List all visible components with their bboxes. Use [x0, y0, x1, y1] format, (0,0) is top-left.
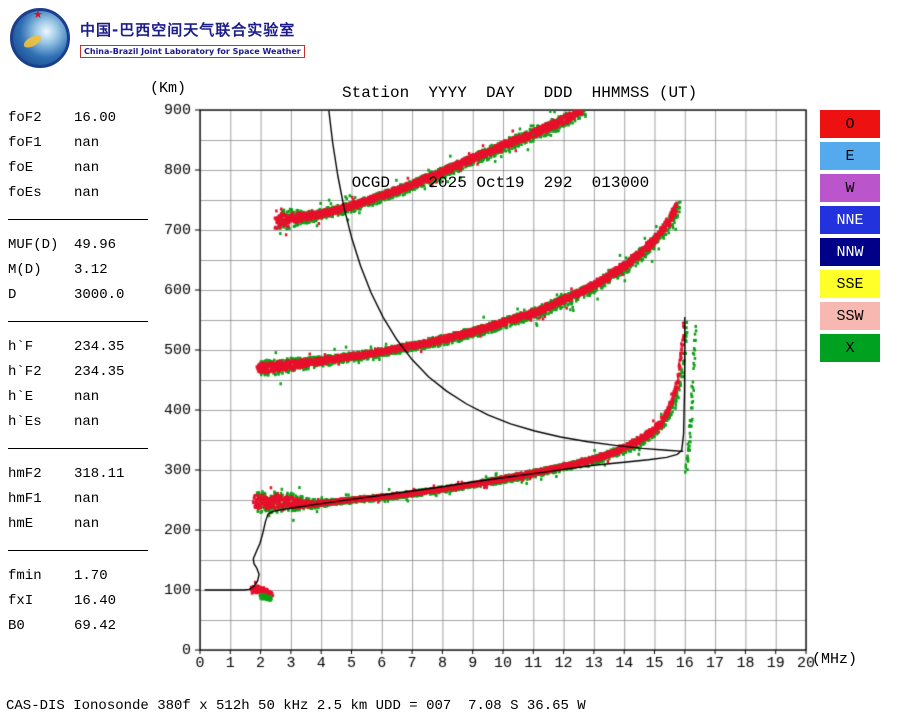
param-value: nan	[74, 135, 100, 151]
star-icon: ★	[33, 8, 43, 21]
lab-logo-icon: ★	[10, 8, 70, 68]
param-row-MUFD: MUF(D) 49.96	[8, 233, 158, 258]
param-label: foF2	[8, 110, 42, 126]
param-label: h`E	[8, 389, 34, 405]
station-header: Station YYYY DAY DDD HHMMSS (UT) OCGD 20…	[342, 18, 697, 258]
param-row-fxI: fxI 16.40	[8, 589, 158, 614]
legend-item-o: O	[820, 110, 880, 138]
lab-title-english: China-Brazil Joint Laboratory for Space …	[80, 44, 305, 58]
legend-item-sse: SSE	[820, 270, 880, 298]
param-label: hmF2	[8, 466, 42, 482]
param-value: nan	[74, 491, 100, 507]
param-label: h`F	[8, 339, 34, 355]
param-label: B0	[8, 618, 25, 634]
param-label: D	[8, 287, 17, 303]
legend-item-ssw: SSW	[820, 302, 880, 330]
param-label: hmE	[8, 516, 34, 532]
x-axis-unit-label: (MHz)	[812, 651, 858, 668]
legend-item-x: X	[820, 334, 880, 362]
param-row-foE: foE nan	[8, 156, 158, 181]
param-row-hF: h`F 234.35	[8, 335, 158, 360]
param-label: foE	[8, 160, 34, 176]
param-value: 318.11	[74, 466, 125, 482]
parameters-panel: foF2 16.00 foF1 nan foE nan foEs nan MUF(D) 49.96…	[8, 106, 158, 639]
parameter-group-divider	[8, 550, 148, 551]
lab-logo: ★ 中国-巴西空间天气联合实验室 China-Brazil Joint Labo…	[10, 8, 305, 68]
param-row-foEs: foEs nan	[8, 181, 158, 206]
param-row-hmF1: hmF1 nan	[8, 487, 158, 512]
param-row-foF2: foF2 16.00	[8, 106, 158, 131]
parameter-group-divider	[8, 219, 148, 220]
param-value: nan	[74, 185, 100, 201]
param-row-hE: h`E nan	[8, 385, 158, 410]
param-label: foF1	[8, 135, 42, 151]
parameter-group-divider	[8, 321, 148, 322]
param-value: 234.35	[74, 364, 125, 380]
legend: O E W NNE NNW SSE SSW X	[820, 110, 880, 362]
legend-item-nnw: NNW	[820, 238, 880, 266]
param-row-fmin: fmin 1.70	[8, 564, 158, 589]
lab-title-chinese: 中国-巴西空间天气联合实验室	[80, 20, 296, 39]
parameter-group-divider	[8, 448, 148, 449]
status-line: CAS-DIS Ionosonde 380f x 512h 50 kHz 2.5…	[6, 698, 586, 714]
param-label: fmin	[8, 568, 42, 584]
param-value: nan	[74, 516, 100, 532]
station-header-values: OCGD 2025 Oct19 292 013000	[342, 174, 650, 192]
param-value: 1.70	[74, 568, 108, 584]
param-value: 3.12	[74, 262, 108, 278]
param-label: foEs	[8, 185, 42, 201]
param-label: hmF1	[8, 491, 42, 507]
param-label: h`Es	[8, 414, 42, 430]
lab-titles: 中国-巴西空间天气联合实验室 China-Brazil Joint Labora…	[80, 19, 305, 58]
station-header-columns: Station YYYY DAY DDD HHMMSS (UT)	[342, 84, 698, 102]
param-value: 49.96	[74, 237, 117, 253]
param-label: MUF(D)	[8, 237, 59, 253]
param-label: fxI	[8, 593, 34, 609]
globe-swirl-icon	[21, 33, 44, 50]
param-value: nan	[74, 160, 100, 176]
param-row-foF1: foF1 nan	[8, 131, 158, 156]
param-row-B0: B0 69.42	[8, 614, 158, 639]
param-row-hEs: h`Es nan	[8, 410, 158, 435]
param-row-MD: M(D) 3.12	[8, 258, 158, 283]
param-row-hmE: hmE nan	[8, 512, 158, 537]
param-row-D: D 3000.0	[8, 283, 158, 308]
param-value: 234.35	[74, 339, 125, 355]
legend-item-e: E	[820, 142, 880, 170]
param-value: nan	[74, 389, 100, 405]
param-label: M(D)	[8, 262, 42, 278]
param-value: 3000.0	[74, 287, 125, 303]
param-value: 16.40	[74, 593, 117, 609]
legend-item-w: W	[820, 174, 880, 202]
param-row-hF2: h`F2 234.35	[8, 360, 158, 385]
param-value: nan	[74, 414, 100, 430]
param-value: 16.00	[74, 110, 117, 126]
param-row-hmF2: hmF2 318.11	[8, 462, 158, 487]
param-label: h`F2	[8, 364, 42, 380]
legend-item-nne: NNE	[820, 206, 880, 234]
y-axis-unit-label: (Km)	[150, 80, 187, 97]
param-value: 69.42	[74, 618, 117, 634]
